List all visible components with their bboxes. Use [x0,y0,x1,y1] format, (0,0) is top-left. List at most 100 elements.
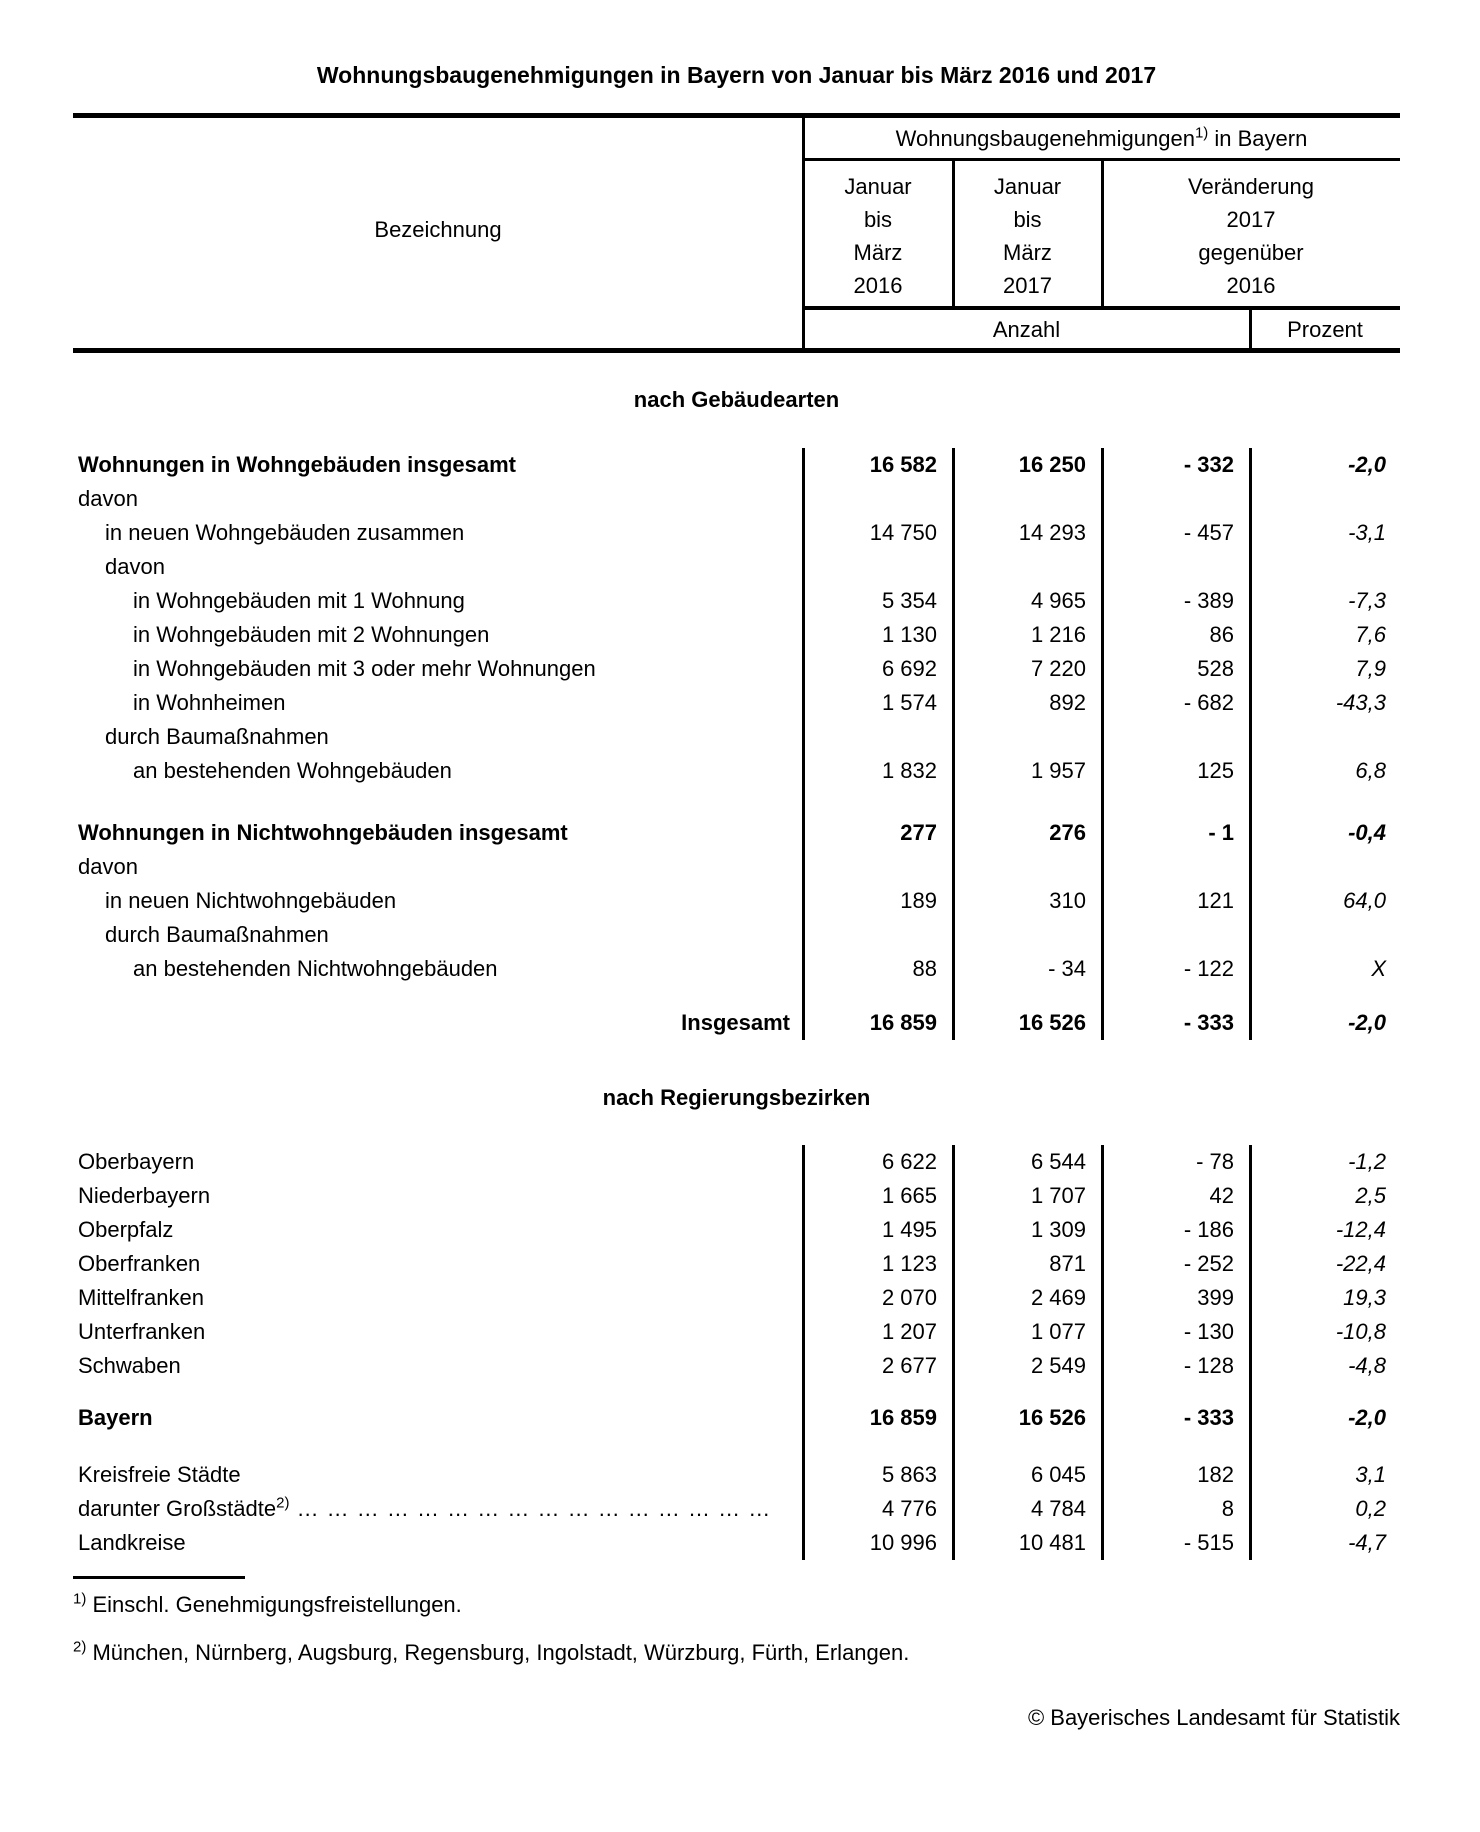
value-percent: 3,1 [1355,1462,1386,1487]
row-label: davon [73,850,803,884]
page-title: Wohnungsbaugenehmigungen in Bayern von J… [316,62,1157,88]
table-row: Unterfranken 1 207 1 077 - 130 -10,8 [73,1315,1400,1349]
value-percent: -1,2 [1348,1149,1386,1174]
row-label-text: Kreisfreie Städte [78,1462,241,1487]
footnote-2-marker: 2) [276,1494,290,1512]
table-row: durch Baumaßnahmen [73,720,1400,754]
value-2017: 7 220 [1030,656,1086,681]
value-2016: 6 622 [881,1149,937,1174]
value-2017: 10 481 [1018,1530,1086,1555]
group-header-suffix: in Bayern [1208,126,1308,151]
row-label: in Wohngebäuden mit 1 Wohnung [73,584,803,618]
value-change: 8 [1221,1496,1234,1521]
table-row: darunter Großstädte2) … … … … … … … … … … [73,1492,1400,1526]
column-header-2016: Januar bis März 2016 [803,170,953,302]
value-2016: 10 996 [869,1530,937,1555]
group-header-text: Wohnungsbaugenehmigungen [895,126,1195,151]
value-2016 [803,550,953,584]
column-header-line: März [1003,240,1052,265]
value-percent: -12,4 [1335,1217,1386,1242]
table-row: davon [73,550,1400,584]
row-label: davon [73,482,803,516]
table-row: in neuen Nichtwohngebäuden 189 310 121 64,0 [73,884,1400,918]
column-header-line: Veränderung [1188,174,1314,199]
column-header-bezeichnung: Bezeichnung [374,217,502,242]
value-2017: 16 250 [1018,452,1086,477]
row-label: Schwaben [73,1349,803,1383]
row-label-text: an bestehenden Nichtwohngebäuden [133,956,498,981]
rule-under-group-header [803,158,1400,161]
footnote-rule [73,1576,245,1579]
value-change: 182 [1197,1462,1234,1487]
row-label: Wohnungen in Nichtwohngebäuden insgesamt [73,816,803,850]
value-2017: 16 526 [1018,1405,1086,1430]
value-2016: 1 665 [881,1183,937,1208]
unit-header-prozent: Prozent [1287,317,1363,342]
column-header-change: Veränderung 2017 gegenüber 2016 [1102,170,1400,302]
column-header-line: Januar [844,174,912,199]
value-2017: 892 [1049,690,1086,715]
value-2016: 1 207 [881,1319,937,1344]
table-body: nach Gebäudearten Wohnungen in Wohngebäud… [73,353,1400,1560]
value-2017: 2 549 [1030,1353,1086,1378]
value-change: 125 [1197,758,1234,783]
value-2016: 2 677 [881,1353,937,1378]
header-divider-2016-2017 [952,161,955,306]
row-label-text: darunter Großstädte [78,1496,277,1521]
table-row: in neuen Wohngebäuden zusammen 14 750 14 2… [73,516,1400,550]
row-label: in neuen Wohngebäuden zusammen [73,516,803,550]
row-label-text: in Wohngebäuden mit 2 Wohnungen [133,622,490,647]
row-label-text: Insgesamt [681,1010,790,1035]
header-divider-anzahl-prozent [1249,310,1252,348]
value-change: - 78 [1196,1149,1234,1174]
value-2017: 871 [1049,1251,1086,1276]
value-percent [1250,850,1400,884]
value-2016: 5 354 [881,588,937,613]
row-label-text: durch Baumaßnahmen [105,724,329,749]
table-row: an bestehenden Wohngebäuden 1 832 1 957 125… [73,754,1400,788]
table-row: davon [73,482,1400,516]
table-row: Landkreise 10 996 10 481 - 515 -4,7 [73,1526,1400,1560]
value-percent [1250,550,1400,584]
table-row: in Wohngebäuden mit 2 Wohnungen 1 130 1 21… [73,618,1400,652]
value-2016: 1 832 [881,758,937,783]
body-divider-1-section-2 [802,1145,805,1560]
value-2017: 1 957 [1030,758,1086,783]
row-label: Niederbayern [73,1179,803,1213]
value-2017: 1 216 [1030,622,1086,647]
value-change [1102,550,1250,584]
column-header-line: 2017 [1003,273,1052,298]
value-percent: 19,3 [1343,1285,1386,1310]
row-label: Oberfranken [73,1247,803,1281]
value-2016: 6 692 [881,656,937,681]
value-2017: 310 [1049,888,1086,913]
value-2017: 276 [1049,820,1086,845]
value-percent: -2,0 [1348,452,1386,477]
body-divider-2-section-2 [952,1145,955,1560]
table-row: Oberpfalz 1 495 1 309 - 186 -12,4 [73,1213,1400,1247]
value-percent: 2,5 [1355,1183,1386,1208]
value-2016: 5 863 [881,1462,937,1487]
value-percent: -2,0 [1348,1010,1386,1035]
value-2016: 2 070 [881,1285,937,1310]
column-header-line: 2016 [1226,273,1276,298]
row-label: durch Baumaßnahmen [73,720,803,754]
value-2017 [953,850,1102,884]
row-label-text: Oberpfalz [78,1217,174,1242]
value-percent: -10,8 [1335,1319,1386,1344]
row-label: Landkreise [73,1526,803,1560]
value-percent: 0,2 [1355,1496,1386,1521]
row-label-text: davon [78,486,138,511]
unit-header-anzahl: Anzahl [992,317,1061,342]
value-change: - 682 [1183,690,1234,715]
value-2017: 4 965 [1030,588,1086,613]
rule-above-units [803,306,1400,310]
value-percent: -7,3 [1348,588,1386,613]
value-percent: -22,4 [1335,1251,1386,1276]
value-percent: 7,9 [1355,656,1386,681]
body-divider-4-section-1 [1249,448,1252,1040]
value-change: 528 [1197,656,1234,681]
row-label: in Wohngebäuden mit 2 Wohnungen [73,618,803,652]
row-label: in Wohngebäuden mit 3 oder mehr Wohnunge… [73,652,803,686]
